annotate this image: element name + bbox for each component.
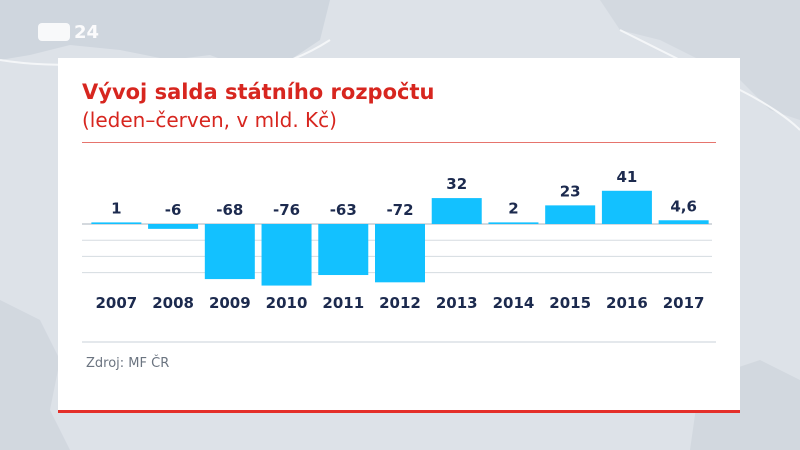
x-tick-label: 2011 <box>322 294 364 312</box>
bar-2008 <box>148 224 199 229</box>
x-tick-label: 2013 <box>436 294 478 312</box>
channel-logo: 24 <box>38 21 100 43</box>
bar-2016 <box>601 190 652 224</box>
bar-chart: 1 -6 -68 -76 -63 -72 32 2 23 41 4,6 2007 2008 2009 20… <box>82 168 716 343</box>
bar-2015 <box>545 205 596 224</box>
value-label-2012: -72 <box>386 201 413 219</box>
x-tick-label: 2012 <box>379 294 421 312</box>
logo-text: 24 <box>74 21 100 43</box>
chart-card: Vývoj salda státního rozpočtu (leden–čer… <box>58 58 740 413</box>
x-tick-label: 2009 <box>209 294 251 312</box>
value-label-2017: 4,6 <box>670 197 697 215</box>
x-tick-label: 2007 <box>95 294 137 312</box>
x-tick-label: 2017 <box>663 294 705 312</box>
source-note: Zdroj: MF ČR <box>86 356 170 371</box>
bar-2017 <box>658 220 709 224</box>
bar-2014 <box>488 222 539 224</box>
bar-2010 <box>261 224 312 286</box>
card-bottom-border <box>58 410 740 413</box>
bar-2009 <box>204 224 255 280</box>
title-divider <box>82 142 716 143</box>
value-label-2007: 1 <box>111 199 121 217</box>
x-tick-label: 2014 <box>493 294 535 312</box>
value-label-2015: 23 <box>560 182 581 200</box>
chart-subtitle: (leden–červen, v mld. Kč) <box>82 108 337 132</box>
x-tick-label: 2008 <box>152 294 194 312</box>
value-label-2009: -68 <box>216 201 243 219</box>
x-tick-label: 2015 <box>549 294 591 312</box>
x-tick-label: 2016 <box>606 294 648 312</box>
bar-2007 <box>91 222 142 224</box>
value-label-2013: 32 <box>446 175 467 193</box>
chart-title: Vývoj salda státního rozpočtu <box>82 80 435 104</box>
value-label-2008: -6 <box>165 201 182 219</box>
bar-2012 <box>375 224 425 283</box>
value-label-2010: -76 <box>273 201 300 219</box>
x-tick-label: 2010 <box>266 294 308 312</box>
bar-2013 <box>431 198 482 224</box>
bar-2011 <box>318 224 369 276</box>
value-label-2016: 41 <box>616 168 637 186</box>
value-label-2014: 2 <box>508 199 518 217</box>
ct-logo-icon <box>38 23 70 41</box>
value-label-2011: -63 <box>330 201 357 219</box>
